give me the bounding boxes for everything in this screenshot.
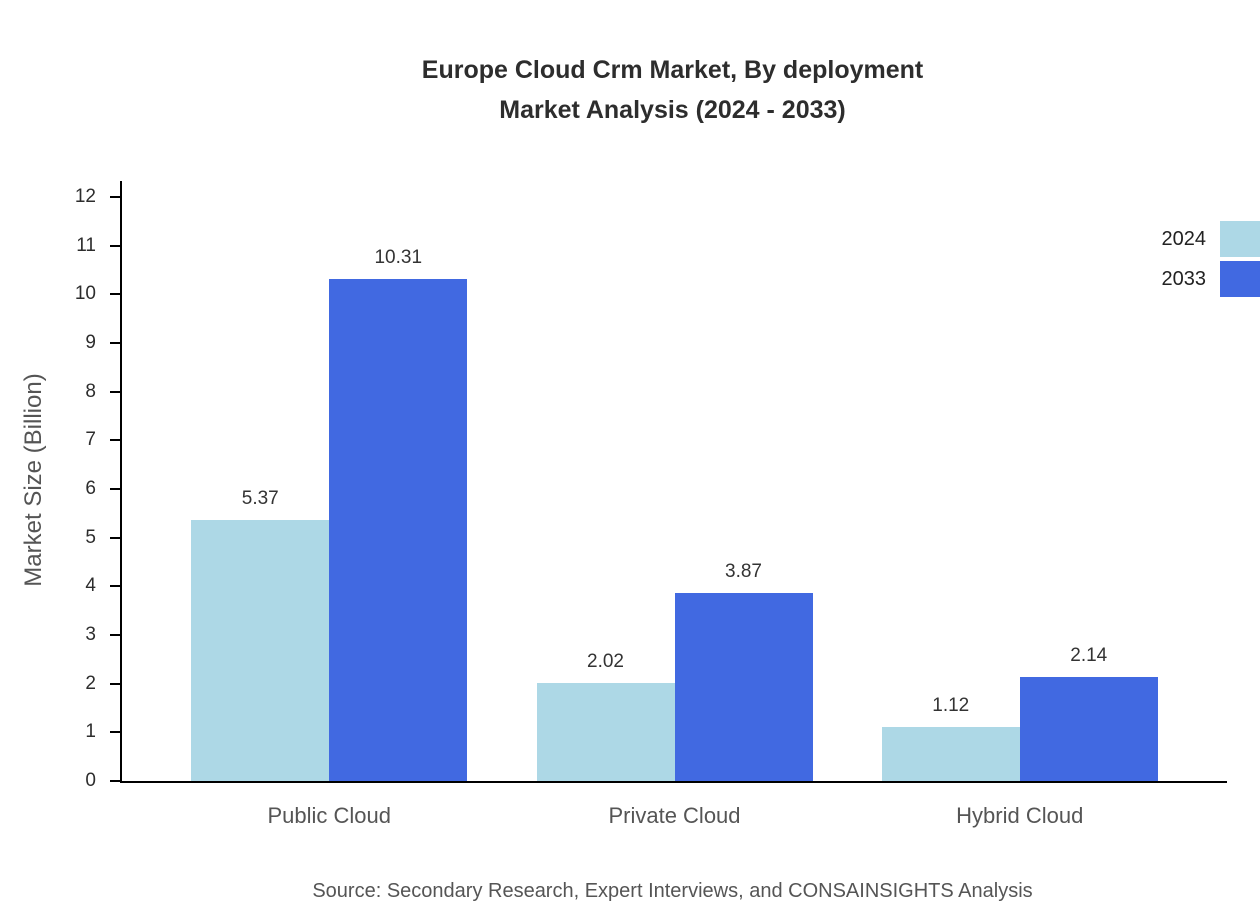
y-tick-mark — [110, 682, 120, 685]
y-tick-mark — [110, 196, 120, 198]
bar-value-label: 1.12 — [932, 694, 970, 716]
bar-value-label: 3.87 — [725, 560, 762, 582]
bar-group: 5.37 10.31 Public Cloud — [191, 247, 468, 828]
chart-title: Europe Cloud Crm Market, By deployment M… — [120, 50, 1225, 130]
bar-group: 2.02 3.87 Private Cloud — [536, 561, 813, 828]
y-tick-label: 9 — [85, 332, 96, 353]
legend-item: 2033 — [1162, 261, 1260, 297]
plot-groups: 5.37 10.31 Public Cloud 2.02 3.87 Private Clo… — [122, 197, 1227, 828]
y-tick-label: 0 — [85, 770, 96, 791]
bar-value-label: 10.31 — [374, 247, 423, 269]
y-tick-label: 2 — [85, 672, 96, 694]
x-category-label: Hybrid Cloud — [956, 803, 1084, 828]
y-tick-mark — [110, 634, 120, 636]
bar-value-label: 2.02 — [587, 650, 624, 672]
x-category-label: Private Cloud — [608, 803, 741, 828]
source-note: Source: Secondary Research, Expert Inter… — [312, 880, 1033, 902]
y-tick-mark — [110, 731, 120, 734]
y-axis-ticks: 0 1 2 3 4 5 6 7 8 9 10 11 12 — [0, 186, 120, 791]
y-tick-label: 7 — [85, 429, 96, 451]
legend-label: 2024 — [1161, 227, 1207, 250]
chart-title-line1: Europe Cloud Crm Market, By deployment — [421, 56, 924, 84]
bar-2024-private-cloud: 2.02 — [536, 651, 675, 781]
x-category-label: Public Cloud — [267, 803, 392, 828]
y-tick-label: 8 — [85, 380, 96, 402]
bar-2024-public-cloud: 5.37 — [191, 488, 330, 781]
y-tick-label: 12 — [74, 186, 96, 207]
plot-area: 5.37 10.31 Public Cloud 2.02 3.87 Private Clo… — [120, 181, 1227, 828]
y-tick-mark — [110, 293, 120, 296]
y-tick-mark — [110, 390, 120, 393]
legend-swatch — [1220, 261, 1260, 297]
bar-value-label: 2.14 — [1070, 644, 1108, 666]
y-tick-mark — [110, 585, 120, 588]
bar-group: 1.12 2.14 Hybrid Cloud — [881, 645, 1158, 828]
y-tick-label: 6 — [85, 478, 96, 499]
y-tick-mark — [110, 536, 120, 539]
legend-label: 2033 — [1161, 267, 1207, 290]
chart-title-line2: Market Analysis (2024 - 2033) — [499, 96, 846, 124]
y-tick-label: 10 — [74, 283, 96, 305]
y-tick-label: 3 — [85, 624, 96, 645]
legend-swatch — [1220, 221, 1260, 257]
y-tick-label: 4 — [85, 575, 96, 597]
bar-2033-hybrid-cloud: 2.14 — [1019, 645, 1158, 781]
y-tick-mark — [110, 244, 120, 247]
y-tick-mark — [110, 342, 120, 344]
y-tick-mark — [110, 488, 120, 490]
bar-value-label: 5.37 — [241, 487, 279, 509]
bar-2024-hybrid-cloud: 1.12 — [881, 695, 1020, 781]
y-tick-label: 1 — [85, 721, 96, 743]
y-tick-mark — [110, 439, 120, 442]
y-tick-label: 11 — [76, 234, 96, 256]
legend-item: 2024 — [1162, 221, 1260, 257]
y-tick-mark — [110, 780, 120, 782]
y-tick-label: 5 — [85, 526, 96, 548]
bar-2033-public-cloud: 10.31 — [329, 247, 468, 781]
legend: 2024 2033 — [1162, 221, 1260, 301]
bar-2033-private-cloud: 3.87 — [674, 561, 813, 781]
